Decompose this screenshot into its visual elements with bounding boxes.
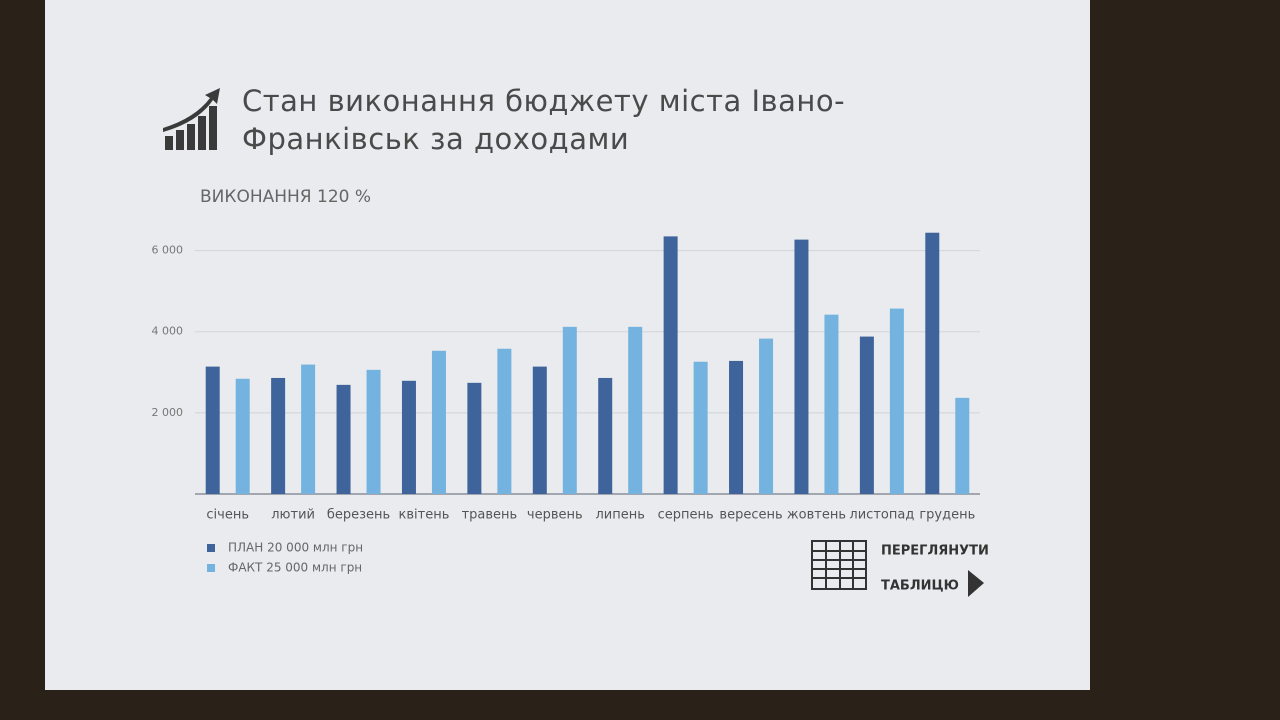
bar — [794, 239, 809, 494]
bar — [824, 314, 839, 494]
legend-swatch — [207, 544, 215, 552]
chart-title: Стан виконання бюджету міста Івано-Франк… — [242, 84, 846, 156]
legend-swatch — [207, 564, 215, 572]
view-table-link[interactable]: ТАБЛИЦЮ — [881, 579, 959, 594]
legend-label: ПЛАН 20 000 млн грн — [228, 541, 363, 555]
x-tick-label: серпень — [658, 508, 714, 523]
growth-icon — [163, 88, 220, 150]
bar — [759, 338, 774, 494]
bar — [955, 397, 970, 494]
bar — [235, 378, 250, 494]
y-tick-label: 6 000 — [152, 244, 184, 257]
bar — [562, 326, 577, 494]
x-tick-label: травень — [462, 508, 518, 523]
bar — [729, 360, 744, 494]
next-arrow[interactable] — [968, 570, 984, 597]
bar — [205, 366, 220, 494]
bar — [467, 382, 482, 494]
view-table-link[interactable]: ПЕРЕГЛЯНУТИ — [881, 544, 989, 559]
x-tick-label: вересень — [719, 508, 782, 523]
x-tick-label: червень — [527, 508, 583, 523]
x-tick-label: лютий — [271, 508, 315, 523]
x-tick-label: квітень — [399, 508, 450, 523]
bar — [532, 366, 547, 494]
x-tick-label: грудень — [919, 508, 975, 523]
bar — [336, 384, 351, 494]
bar — [366, 369, 381, 494]
x-tick-label: липень — [595, 508, 644, 523]
x-tick-label: листопад — [849, 508, 914, 523]
bar — [628, 326, 643, 494]
bar — [401, 380, 416, 494]
bar — [693, 361, 708, 494]
chart-subtitle: ВИКОНАННЯ 120 % — [200, 187, 371, 207]
bar — [271, 377, 286, 494]
y-tick-label: 2 000 — [152, 406, 184, 419]
bar — [301, 364, 316, 494]
bar — [663, 236, 678, 494]
table-icon[interactable] — [811, 540, 867, 590]
legend-label: ФАКТ 25 000 млн грн — [228, 561, 362, 575]
bar — [889, 308, 904, 494]
bar — [497, 348, 512, 494]
bar — [925, 232, 940, 494]
bar — [431, 350, 446, 494]
y-tick-label: 4 000 — [152, 325, 184, 338]
x-tick-label: березень — [327, 508, 390, 523]
bar — [598, 377, 613, 494]
x-tick-label: січень — [206, 508, 249, 523]
x-tick-label: жовтень — [787, 508, 846, 523]
bar — [859, 336, 874, 494]
